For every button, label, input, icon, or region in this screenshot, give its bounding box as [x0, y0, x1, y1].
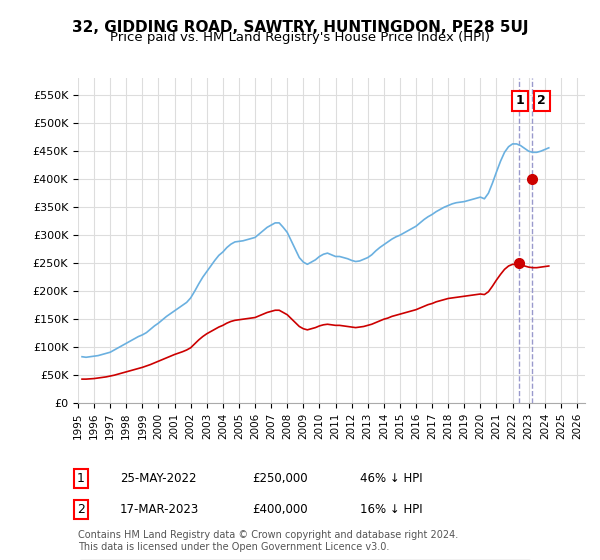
Text: £400,000: £400,000	[252, 503, 308, 516]
Text: 46% ↓ HPI: 46% ↓ HPI	[360, 472, 422, 486]
Text: Contains HM Land Registry data © Crown copyright and database right 2024.
This d: Contains HM Land Registry data © Crown c…	[78, 530, 458, 552]
Text: 25-MAY-2022: 25-MAY-2022	[120, 472, 197, 486]
Text: 32, GIDDING ROAD, SAWTRY, HUNTINGDON, PE28 5UJ: 32, GIDDING ROAD, SAWTRY, HUNTINGDON, PE…	[72, 20, 528, 35]
Text: 17-MAR-2023: 17-MAR-2023	[120, 503, 199, 516]
Text: 1: 1	[515, 94, 524, 108]
Text: 2: 2	[77, 503, 85, 516]
Text: Price paid vs. HM Land Registry's House Price Index (HPI): Price paid vs. HM Land Registry's House …	[110, 31, 490, 44]
Text: 2: 2	[538, 94, 546, 108]
Text: 16% ↓ HPI: 16% ↓ HPI	[360, 503, 422, 516]
Text: 1: 1	[77, 472, 85, 486]
Text: £250,000: £250,000	[252, 472, 308, 486]
